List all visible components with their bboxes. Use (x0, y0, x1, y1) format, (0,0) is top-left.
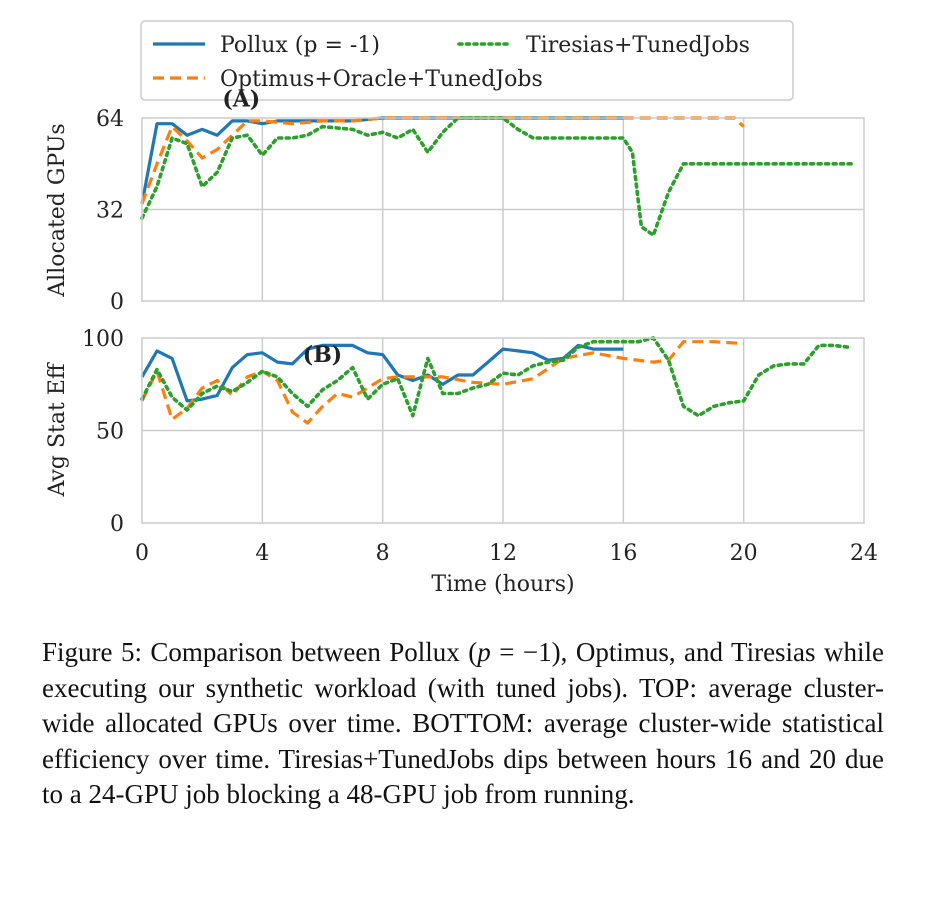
ytick-label: 50 (96, 420, 124, 445)
bottom-ylabel: Avg Stat Eff (45, 362, 70, 497)
bottom-axes-frame (141, 337, 865, 524)
xtick-label: 12 (489, 541, 517, 566)
figure: Pollux (p = -1) Tiresias+TunedJobs Optim… (45, 20, 878, 597)
caption-text-a: Comparison between Pollux ( (150, 637, 478, 667)
series-line-tiresias-tunedjobs (140, 336, 851, 418)
top-ylabel: Allocated GPUs (45, 123, 70, 297)
xtick-label: 24 (850, 541, 878, 566)
legend: Pollux (p = -1) Tiresias+TunedJobs Optim… (140, 20, 794, 101)
ytick-label: 0 (110, 512, 124, 537)
xtick-label: 20 (730, 541, 758, 566)
ytick-label: 100 (82, 327, 124, 352)
figure-caption: Figure 5: Comparison between Pollux (p =… (42, 635, 884, 813)
top-ytick-labels: 0 32 64 (96, 107, 124, 315)
legend-frame (140, 20, 794, 101)
xtick-label: 8 (376, 541, 390, 566)
series-line-optimus-oracle-tunedjobs (140, 340, 744, 425)
top-grid (142, 118, 864, 301)
bottom-panel: 0 50 100 0 4 8 12 16 20 24 Avg Stat Eff Time (ho… (45, 327, 878, 597)
ytick-label: 0 (110, 290, 124, 315)
ytick-label: 64 (96, 107, 124, 132)
caption-variable-p: p (477, 637, 491, 667)
bottom-xtick-labels: 0 4 8 12 16 20 24 (135, 541, 878, 566)
legend-label-pollux: Pollux (p = -1) (220, 33, 380, 58)
series-line-tiresias-tunedjobs (140, 116, 854, 237)
caption-text-rest: Tiresias while executing our synthetic w… (42, 637, 884, 809)
bottom-grid (142, 338, 864, 523)
xtick-label: 16 (609, 541, 637, 566)
caption-text-b: = −1), Optimus, and (490, 637, 724, 667)
caption-label: Figure 5: (42, 637, 142, 667)
xtick-label: 4 (255, 541, 269, 566)
bottom-series (140, 336, 851, 425)
bottom-ytick-labels: 0 50 100 (82, 327, 124, 537)
legend-label-tiresias: Tiresias+TunedJobs (526, 33, 750, 58)
top-panel: 0 32 64 Allocated GPUs (A) (45, 87, 865, 315)
top-axes-frame (141, 117, 865, 302)
xtick-label: 0 (135, 541, 149, 566)
top-series (140, 116, 854, 237)
legend-label-optimus: Optimus+Oracle+TunedJobs (220, 67, 543, 92)
top-annotation: (A) (222, 87, 260, 113)
bottom-annotation: (B) (303, 342, 342, 368)
ytick-label: 32 (96, 199, 124, 224)
x-axis-label: Time (hours) (431, 572, 574, 597)
